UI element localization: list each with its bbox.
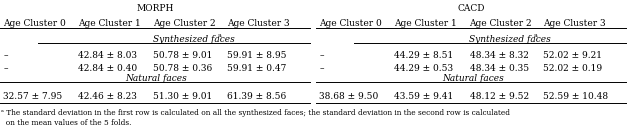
Text: 61.39 ± 8.56: 61.39 ± 8.56 [227,92,287,101]
Text: Age Cluster 1: Age Cluster 1 [78,19,141,28]
Text: Synthesized faces: Synthesized faces [153,35,235,44]
Text: 50.78 ± 9.01: 50.78 ± 9.01 [154,51,212,60]
Text: 48.12 ± 9.52: 48.12 ± 9.52 [470,92,529,101]
Text: –: – [319,51,324,60]
Text: 59.91 ± 8.95: 59.91 ± 8.95 [227,51,287,60]
Text: 48.34 ± 8.32: 48.34 ± 8.32 [470,51,529,60]
Text: 42.84 ± 8.03: 42.84 ± 8.03 [78,51,137,60]
Text: –: – [3,64,8,73]
Text: Age Cluster 3: Age Cluster 3 [543,19,606,28]
Text: ᵃ The standard deviation in the first row is calculated on all the synthesized f: ᵃ The standard deviation in the first ro… [1,109,510,126]
Text: 59.91 ± 0.47: 59.91 ± 0.47 [227,64,287,73]
Text: Natural faces: Natural faces [125,74,188,83]
Text: –: – [319,64,324,73]
Text: 42.84 ± 0.40: 42.84 ± 0.40 [78,64,138,73]
Text: 52.59 ± 10.48: 52.59 ± 10.48 [543,92,609,101]
Text: a: a [534,33,538,38]
Text: 43.59 ± 9.41: 43.59 ± 9.41 [394,92,454,101]
Text: 32.57 ± 7.95: 32.57 ± 7.95 [3,92,62,101]
Text: 42.46 ± 8.23: 42.46 ± 8.23 [78,92,137,101]
Text: 38.68 ± 9.50: 38.68 ± 9.50 [319,92,378,101]
Text: CACD: CACD [458,4,485,13]
Text: 52.02 ± 9.21: 52.02 ± 9.21 [543,51,602,60]
Text: MORPH: MORPH [136,4,173,13]
Text: Age Cluster 0: Age Cluster 0 [3,19,66,28]
Text: 44.29 ± 8.51: 44.29 ± 8.51 [394,51,454,60]
Text: Natural faces: Natural faces [442,74,504,83]
Text: a: a [218,33,221,38]
Text: 52.02 ± 0.19: 52.02 ± 0.19 [543,64,602,73]
Text: 44.29 ± 0.53: 44.29 ± 0.53 [394,64,454,73]
Text: –: – [3,51,8,60]
Text: Age Cluster 0: Age Cluster 0 [319,19,382,28]
Text: 50.78 ± 0.36: 50.78 ± 0.36 [154,64,212,73]
Text: Age Cluster 1: Age Cluster 1 [394,19,457,28]
Text: 48.34 ± 0.35: 48.34 ± 0.35 [470,64,529,73]
Text: Age Cluster 2: Age Cluster 2 [154,19,216,28]
Text: Synthesized faces: Synthesized faces [469,35,551,44]
Text: Age Cluster 3: Age Cluster 3 [227,19,290,28]
Text: Age Cluster 2: Age Cluster 2 [470,19,532,28]
Text: 51.30 ± 9.01: 51.30 ± 9.01 [154,92,212,101]
